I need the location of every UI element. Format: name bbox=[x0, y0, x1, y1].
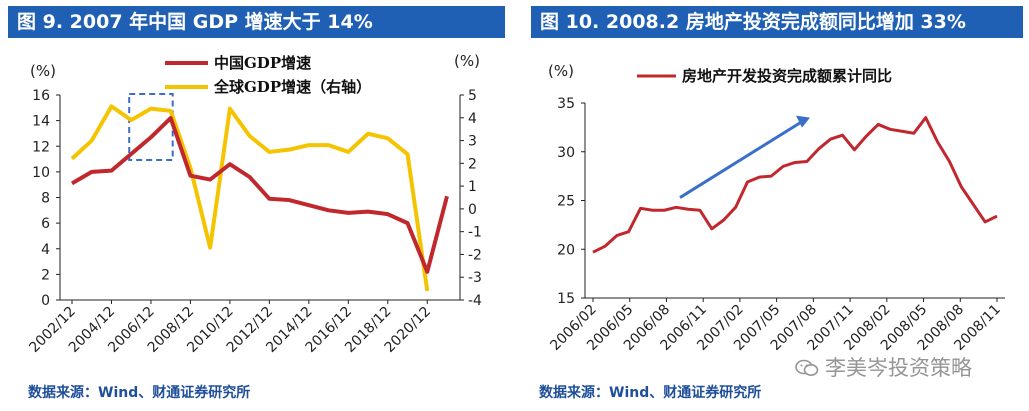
series-line-global-gdp bbox=[70, 104, 430, 292]
left-source-note: 数据来源：Wind、财通证券研究所 bbox=[28, 385, 251, 401]
left-y-tick-label: 2 bbox=[41, 267, 50, 283]
series-line-china-gdp bbox=[70, 116, 449, 274]
left-y-unit: (%) bbox=[30, 62, 56, 80]
right-y-tick-label: -4 bbox=[468, 293, 482, 309]
right-y-tick-label: 4 bbox=[468, 111, 477, 127]
left-y-tick-label: 16 bbox=[32, 88, 50, 104]
legend-label-global: 全球GDP增速（右轴） bbox=[213, 78, 371, 96]
y-tick-label: 15 bbox=[557, 291, 575, 307]
legend-label: 房地产开发投资完成额累计同比 bbox=[682, 67, 892, 85]
right-y-tick-label: 2 bbox=[468, 156, 477, 172]
y-tick-label: 20 bbox=[557, 242, 575, 258]
right-y-tick-label: 0 bbox=[468, 202, 477, 218]
left-y-tick-label: 14 bbox=[32, 114, 50, 130]
left-y-tick-label: 12 bbox=[32, 139, 50, 155]
highlight-box bbox=[128, 93, 174, 161]
y-tick-label: 35 bbox=[557, 96, 575, 112]
right-y-tick-label: -2 bbox=[468, 247, 482, 263]
watermark-text: 李美岑投资策略 bbox=[825, 356, 972, 380]
y-unit: (%) bbox=[548, 62, 574, 80]
watermark: 李美岑投资策略 bbox=[795, 352, 972, 382]
legend-label-china: 中国GDP增速 bbox=[214, 54, 311, 72]
left-y-tick-label: 6 bbox=[41, 216, 50, 232]
right-chart: (%)15202530352006/022006/052006/082006/1… bbox=[547, 62, 1005, 354]
trend-arrow-head bbox=[796, 115, 810, 128]
right-y-tick-label: 3 bbox=[468, 134, 477, 150]
left-y-tick-label: 4 bbox=[41, 242, 50, 258]
left-y-tick-label: 8 bbox=[41, 191, 50, 207]
trend-arrow-line bbox=[679, 120, 803, 199]
right-y-tick-label: 5 bbox=[468, 88, 477, 104]
series-line-real-estate bbox=[592, 116, 998, 254]
wechat-icon bbox=[795, 359, 819, 376]
right-source-note: 数据来源：Wind、财通证券研究所 bbox=[539, 385, 762, 401]
left-chart: (%)(%)0246810121416-4-3-2-10123452002/12… bbox=[26, 52, 482, 356]
right-chart-title: 图 10. 2008.2 房地产投资完成额同比增加 33% bbox=[531, 6, 1023, 38]
right-y-tick-label: -3 bbox=[468, 270, 482, 286]
y-tick-label: 25 bbox=[557, 194, 575, 210]
left-chart-title: 图 9. 2007 年中国 GDP 增速大于 14% bbox=[8, 6, 505, 38]
left-y-tick-label: 0 bbox=[41, 293, 50, 309]
right-y-tick-label: 1 bbox=[468, 179, 477, 195]
right-y-tick-label: -1 bbox=[468, 225, 482, 241]
left-y-tick-label: 10 bbox=[32, 165, 50, 181]
right-y-unit: (%) bbox=[454, 52, 480, 70]
y-tick-label: 30 bbox=[557, 145, 575, 161]
